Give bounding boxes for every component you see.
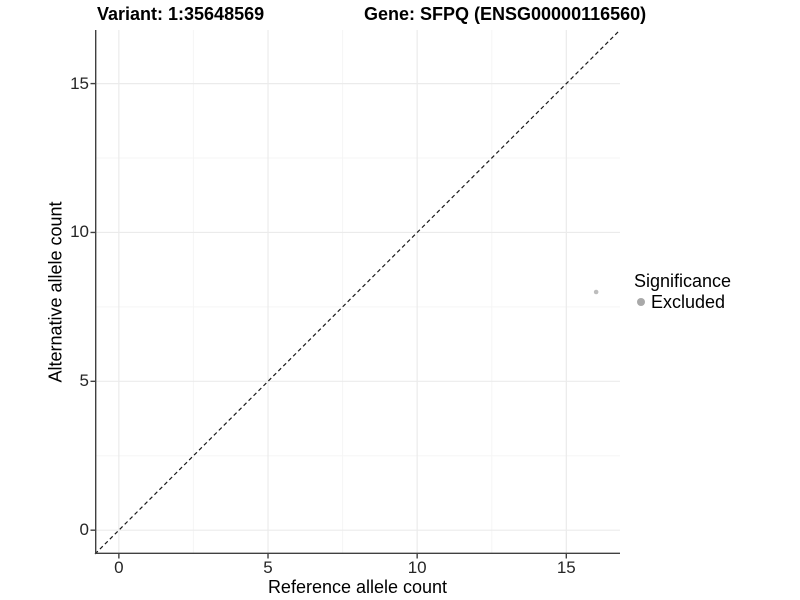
legend-item-label: Excluded: [651, 292, 726, 312]
plot-title-gene: Gene: SFPQ (ENSG00000116560): [364, 4, 647, 24]
x-tick-label: 15: [556, 558, 576, 577]
y-axis-title: Alternative allele count: [45, 201, 66, 383]
legend: Significance Excluded: [634, 271, 731, 312]
plot-panel: [90, 29, 621, 559]
legend-item-excluded: Excluded: [634, 292, 731, 312]
data-point: [593, 289, 599, 295]
scatter-plot-canvas: [90, 29, 621, 559]
x-tick-label: 5: [263, 558, 273, 577]
y-tick-label: 5: [79, 371, 89, 391]
plot-title-variant: Variant: 1:35648569: [97, 4, 265, 24]
identity-dashed-line: [94, 29, 621, 555]
y-tick-label: 10: [70, 222, 89, 242]
legend-key-dot-icon: [637, 298, 645, 306]
x-tick-label: 10: [407, 558, 427, 577]
y-tick-label: 15: [70, 73, 89, 93]
x-axis-title: Reference allele count: [267, 577, 448, 597]
legend-title: Significance: [634, 271, 732, 291]
y-tick-label: 0: [79, 520, 89, 540]
x-tick-label: 0: [114, 558, 124, 577]
